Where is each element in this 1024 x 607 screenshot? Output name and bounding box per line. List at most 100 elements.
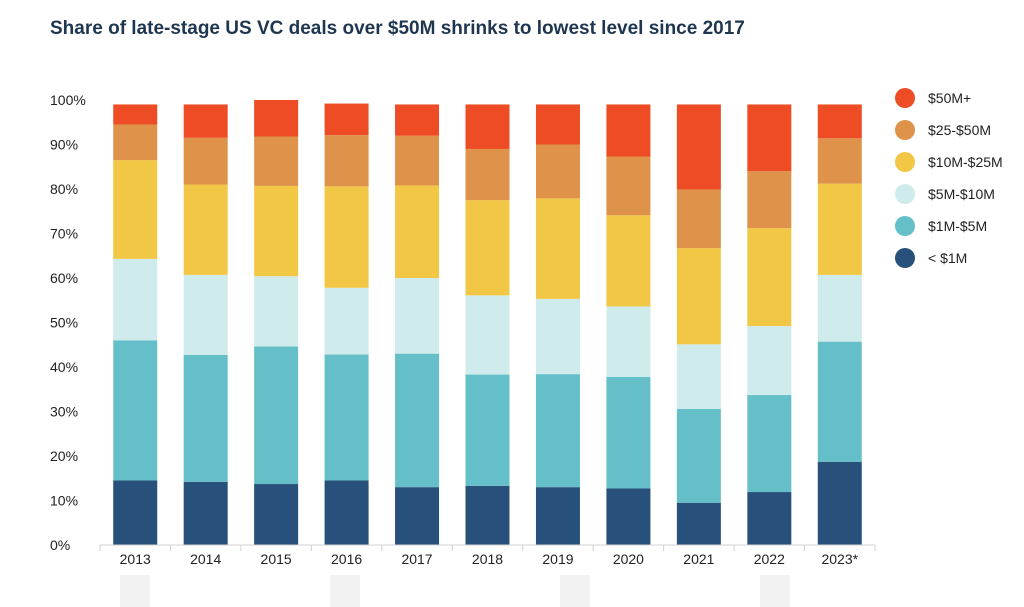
bar-segment bbox=[535, 298, 580, 375]
x-tick-label: 2020 bbox=[613, 551, 644, 567]
y-tick-label: 50% bbox=[50, 315, 78, 331]
bar-segment bbox=[324, 103, 369, 136]
bar-segment bbox=[465, 200, 510, 296]
y-tick-label: 100% bbox=[50, 92, 86, 108]
bar-segment bbox=[254, 185, 299, 277]
y-tick-label: 20% bbox=[50, 448, 78, 464]
legend-label: $25-$50M bbox=[928, 122, 992, 138]
bar-segment bbox=[747, 395, 792, 493]
chart-title: Share of late-stage US VC deals over $50… bbox=[50, 18, 745, 39]
y-tick-label: 60% bbox=[50, 270, 78, 286]
legend-item: < $1M bbox=[895, 242, 1003, 274]
y-tick-label: 30% bbox=[50, 404, 78, 420]
bar-segment bbox=[324, 287, 369, 355]
bar-segment bbox=[183, 481, 228, 545]
bar-segment bbox=[817, 274, 862, 342]
bar-segment bbox=[676, 502, 721, 545]
bar-segment bbox=[465, 104, 510, 149]
legend-label: $5M-$10M bbox=[928, 186, 995, 202]
bar-segment bbox=[395, 135, 440, 186]
bar-segment bbox=[676, 408, 721, 503]
bar-segment bbox=[113, 480, 158, 545]
bar-segment bbox=[535, 487, 580, 545]
legend-label: $1M-$5M bbox=[928, 218, 988, 234]
bar-segment bbox=[817, 104, 862, 139]
legend-swatch bbox=[895, 184, 915, 204]
bar-segment bbox=[535, 198, 580, 299]
legend-swatch bbox=[895, 216, 915, 236]
bar-segment bbox=[395, 353, 440, 488]
bar-segment bbox=[817, 461, 862, 545]
bar-segment bbox=[606, 306, 651, 377]
bar-segment bbox=[747, 492, 792, 545]
bar-segment bbox=[606, 376, 651, 489]
bar-segment bbox=[747, 326, 792, 396]
y-tick-label: 70% bbox=[50, 226, 78, 242]
bar-segment bbox=[254, 276, 299, 347]
bar-segment bbox=[113, 124, 158, 161]
bar-segment bbox=[817, 341, 862, 462]
bar-segment bbox=[676, 344, 721, 409]
bar-segment bbox=[535, 104, 580, 145]
bar-segment bbox=[113, 160, 158, 259]
bar-segment bbox=[254, 484, 299, 545]
x-tick-label: 2018 bbox=[472, 551, 503, 567]
x-tick-label: 2022 bbox=[754, 551, 785, 567]
legend-swatch bbox=[895, 152, 915, 172]
bar-segment bbox=[465, 485, 510, 545]
bar-segment bbox=[676, 104, 721, 190]
legend-item: $5M-$10M bbox=[895, 178, 1003, 210]
y-tick-label: 10% bbox=[50, 493, 78, 509]
bar-segment bbox=[324, 354, 369, 481]
x-tick-label: 2019 bbox=[542, 551, 573, 567]
bar-segment bbox=[465, 374, 510, 486]
bar-segment bbox=[606, 156, 651, 216]
x-axis: 2013 2014 2015 2016 2017 2018 2019 2020 2021 2022… bbox=[99, 545, 876, 567]
x-tick-label: 2015 bbox=[261, 551, 292, 567]
bar-segment bbox=[395, 487, 440, 545]
y-tick-label: 40% bbox=[50, 359, 78, 375]
legend-item: $25-$50M bbox=[895, 114, 1003, 146]
x-tick-label: 2014 bbox=[190, 551, 221, 567]
bar-segment bbox=[183, 184, 228, 275]
bar-segment bbox=[676, 189, 721, 249]
bar-segment bbox=[183, 137, 228, 185]
bar-segment bbox=[535, 374, 580, 488]
legend-label: $50M+ bbox=[928, 90, 972, 106]
legend-swatch bbox=[895, 120, 915, 140]
legend-item: $10M-$25M bbox=[895, 146, 1003, 178]
bar-segment bbox=[395, 104, 440, 136]
bar-segment bbox=[606, 215, 651, 307]
bar-segment bbox=[324, 186, 369, 288]
bar-segment bbox=[395, 278, 440, 354]
bar-segment bbox=[254, 100, 299, 137]
bar-segment bbox=[395, 185, 440, 278]
legend-item: $50M+ bbox=[895, 82, 1003, 114]
y-tick-label: 80% bbox=[50, 181, 78, 197]
legend-item: $1M-$5M bbox=[895, 210, 1003, 242]
x-tick-label: 2017 bbox=[401, 551, 432, 567]
bar-segment bbox=[606, 104, 651, 157]
x-tick-label: 2023* bbox=[821, 551, 858, 567]
bar-segment bbox=[606, 488, 651, 545]
x-tick-label: 2021 bbox=[683, 551, 714, 567]
bar-segment bbox=[113, 258, 158, 341]
y-tick-label: 90% bbox=[50, 137, 78, 153]
bar-segment bbox=[324, 480, 369, 545]
legend-swatch bbox=[895, 248, 915, 268]
bar-segment bbox=[465, 295, 510, 375]
bar-segment bbox=[465, 148, 510, 201]
legend-label: < $1M bbox=[928, 250, 968, 266]
bar-segment bbox=[113, 340, 158, 481]
bar-segment bbox=[183, 274, 228, 355]
y-axis: 0% 10% 20% 30% 40% 50% 60% 70% 80% 90% 100% bbox=[50, 92, 86, 553]
bar-stack-group bbox=[113, 100, 862, 545]
legend-swatch bbox=[895, 88, 915, 108]
bar-segment bbox=[535, 144, 580, 199]
bar-segment bbox=[254, 346, 299, 485]
bar-segment bbox=[183, 354, 228, 482]
bar-segment bbox=[747, 104, 792, 172]
bar-segment bbox=[747, 228, 792, 327]
x-tick-label: 2016 bbox=[331, 551, 362, 567]
